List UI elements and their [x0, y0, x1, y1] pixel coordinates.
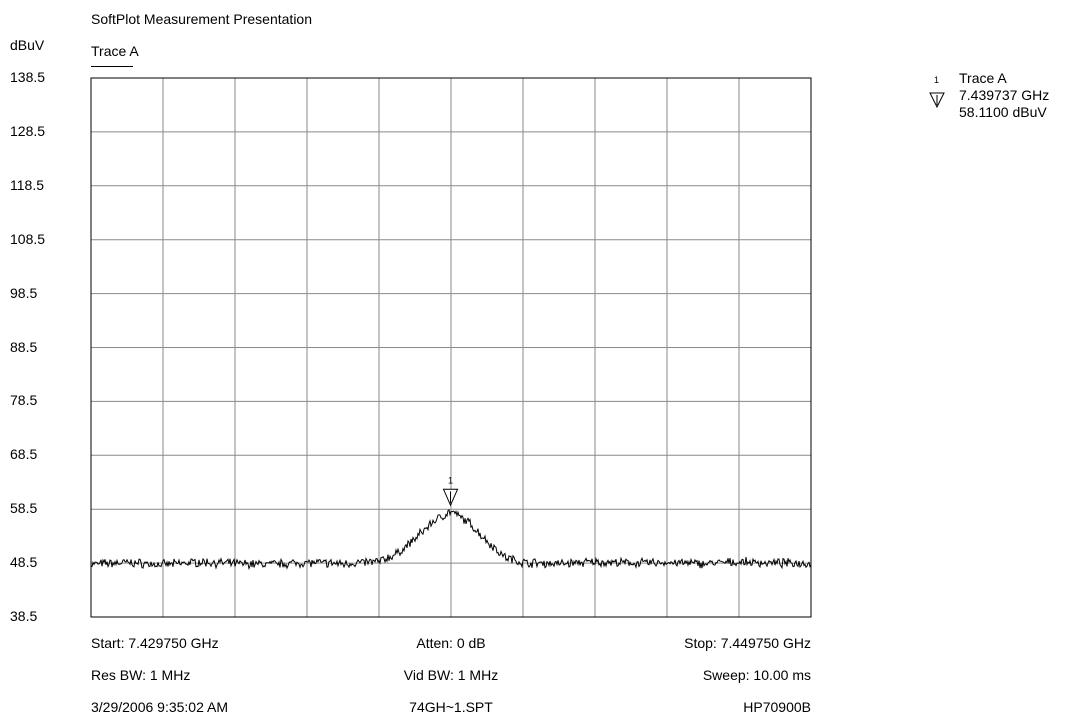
marker-triangle-icon	[929, 92, 945, 109]
start-frequency: Start: 7.429750 GHz	[91, 635, 219, 651]
y-tick-label: 48.5	[10, 554, 38, 571]
y-tick-label: 68.5	[10, 446, 38, 463]
trace-legend-line	[91, 66, 133, 67]
y-tick-label: 108.5	[10, 230, 46, 247]
file-name: 74GH~1.SPT	[409, 699, 493, 715]
marker-label: 1	[448, 475, 453, 485]
y-tick-label: 88.5	[10, 338, 38, 355]
instrument-model: HP70900B	[743, 699, 811, 715]
marker-info-frequency: 7.439737 GHz	[959, 87, 1050, 103]
marker-info-level: 58.1100 dBuV	[959, 104, 1047, 120]
video-bandwidth: Vid BW: 1 MHz	[403, 667, 499, 683]
resolution-bandwidth: Res BW: 1 MHz	[91, 667, 191, 683]
chart-title: SoftPlot Measurement Presentation	[91, 11, 313, 27]
marker-info-number: 1	[934, 75, 940, 85]
sweep-time: Sweep: 10.00 ms	[702, 667, 811, 683]
marker-info-trace: Trace A	[959, 70, 1007, 86]
y-tick-label: 38.5	[10, 608, 38, 624]
attenuation: Atten: 0 dB	[416, 635, 486, 651]
timestamp: 3/29/2006 9:35:02 AM	[91, 699, 228, 715]
y-tick-label: 98.5	[10, 284, 38, 301]
y-tick-label: 78.5	[10, 392, 38, 409]
y-tick-label: 138.5	[10, 69, 46, 85]
y-unit-label: dBuV	[10, 37, 45, 53]
y-tick-label: 58.5	[10, 500, 38, 517]
stop-frequency: Stop: 7.449750 GHz	[684, 635, 811, 651]
y-tick-label: 128.5	[10, 122, 46, 139]
y-tick-label: 118.5	[10, 176, 44, 193]
trace-a-line	[90, 508, 812, 571]
plot-frame	[90, 77, 812, 618]
trace-label: Trace A	[91, 43, 139, 59]
